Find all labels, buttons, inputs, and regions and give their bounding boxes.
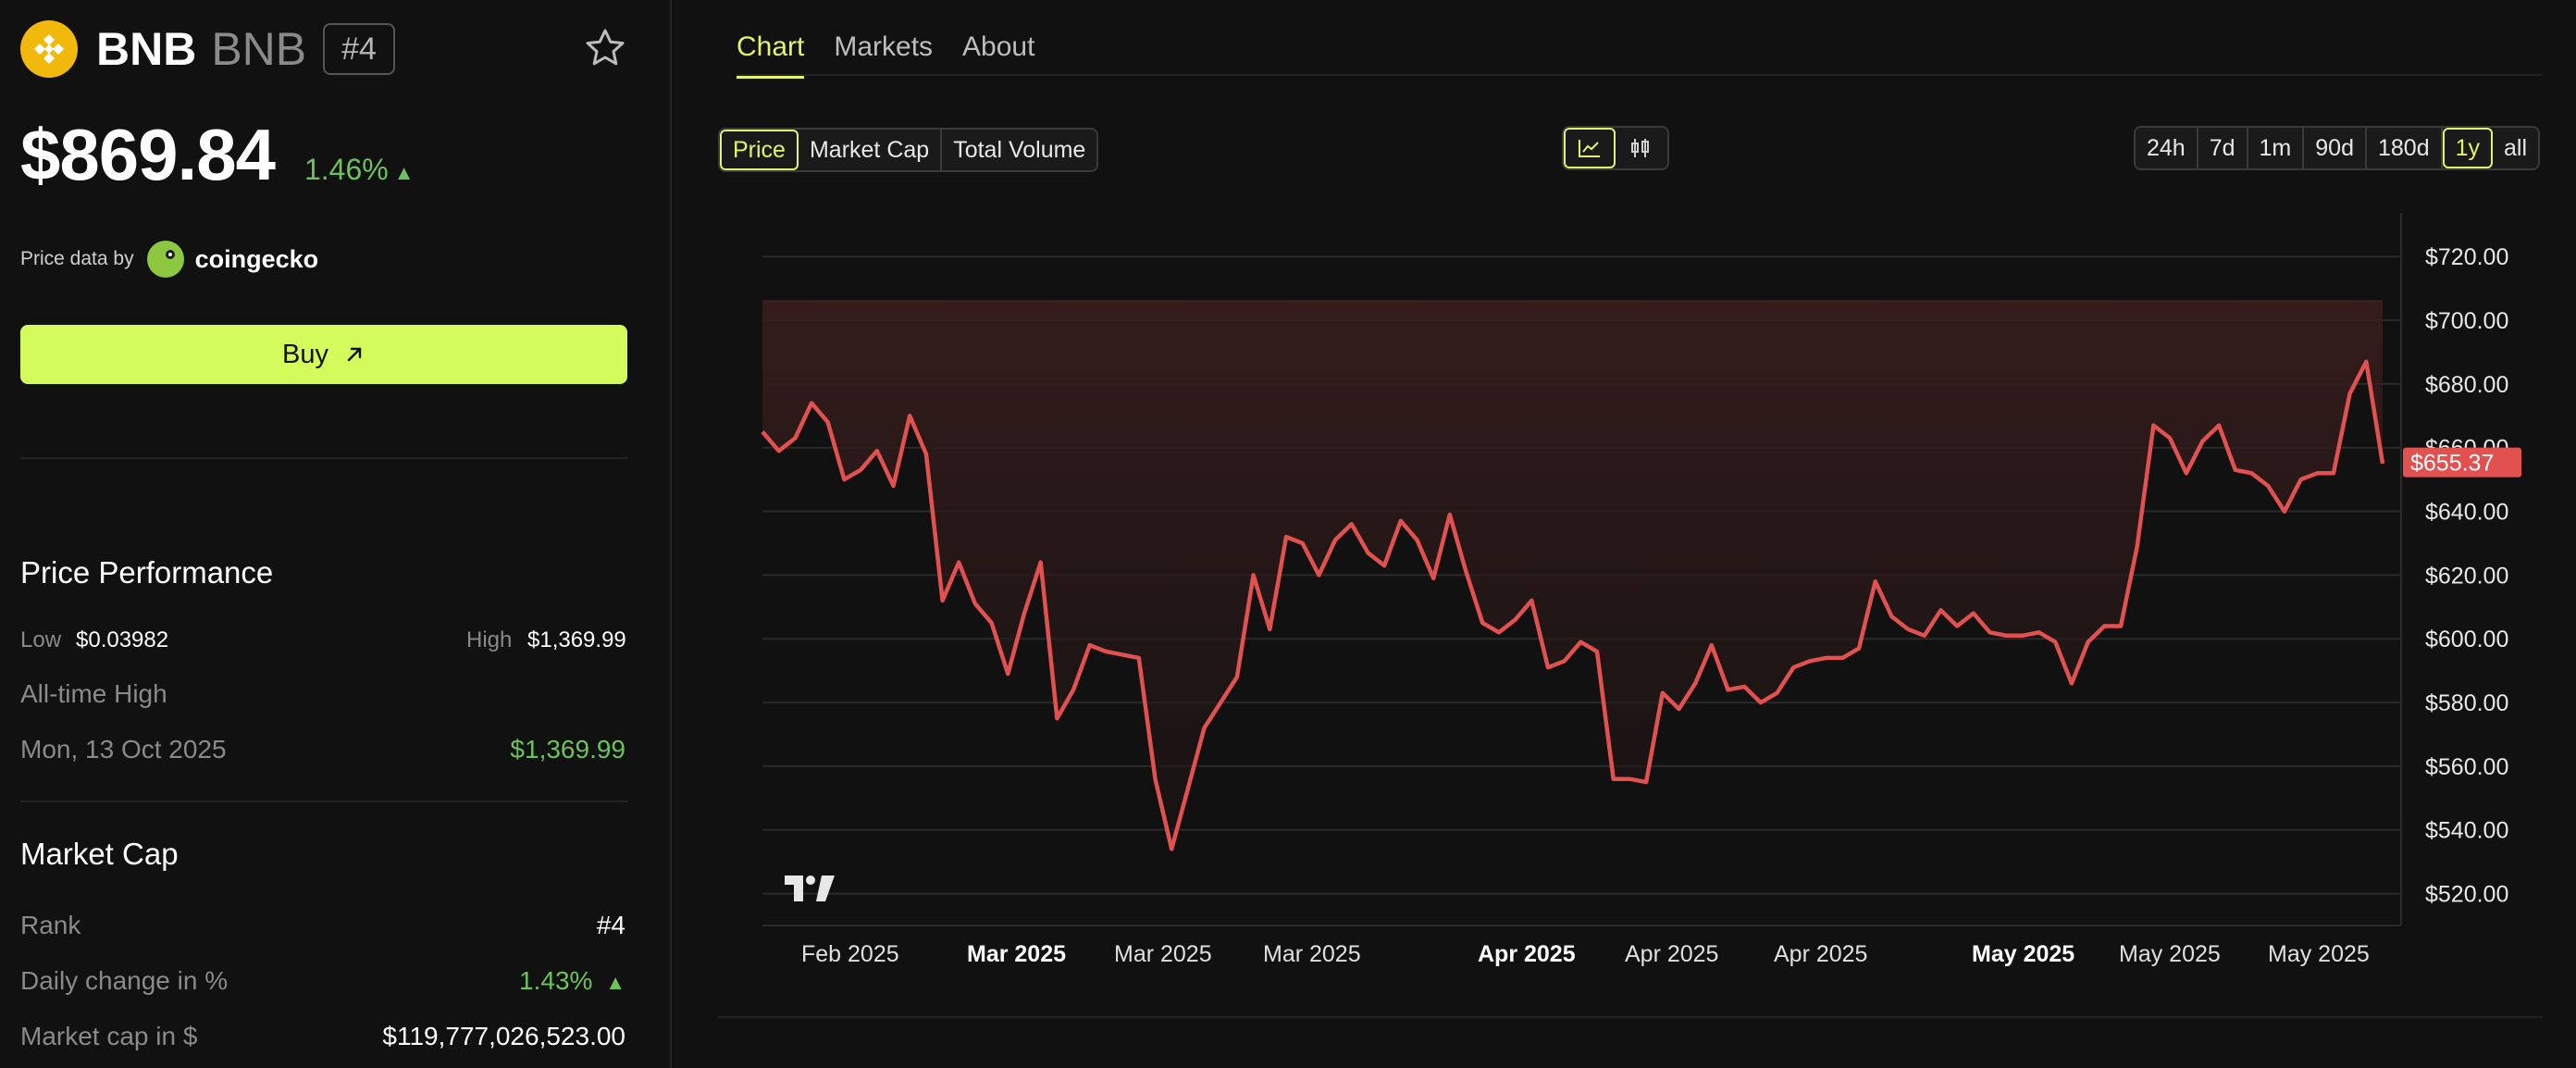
x-tick-label: Mar 2025 — [967, 941, 1066, 967]
price-performance-title: Price Performance — [20, 555, 274, 590]
price-source-provider[interactable]: coingecko — [194, 244, 319, 273]
y-tick-label: $700.00 — [2425, 308, 2508, 334]
range-all-button[interactable]: all — [2493, 128, 2539, 168]
y-tick-label: $720.00 — [2425, 244, 2508, 270]
range-180d-button[interactable]: 180d — [2366, 128, 2443, 168]
y-tick-label: $640.00 — [2425, 500, 2508, 526]
bnb-logo-icon — [20, 20, 78, 78]
divider — [20, 801, 627, 802]
tab-chart[interactable]: Chart — [737, 31, 805, 79]
buy-button-label: Buy — [282, 339, 328, 369]
coin-header: BNB BNB #4 — [20, 20, 395, 78]
range-24h-button[interactable]: 24h — [2136, 128, 2198, 168]
range-1m-button[interactable]: 1m — [2248, 128, 2305, 168]
y-tick-label: $600.00 — [2425, 627, 2508, 652]
time-range-selector: 24h 7d 1m 90d 180d 1y all — [2134, 126, 2541, 170]
market-cap-label: Market cap in $ — [20, 1022, 198, 1050]
star-icon[interactable] — [583, 26, 627, 70]
low-label: Low — [20, 627, 62, 652]
x-tick-label: May 2025 — [2119, 941, 2221, 967]
daily-change-label: Daily change in % — [20, 966, 229, 995]
daily-change-number: 1.43% — [519, 966, 593, 995]
x-tick-label: Mar 2025 — [1263, 941, 1361, 967]
price-change: 1.46% — [303, 153, 389, 186]
x-tick-label: Apr 2025 — [1774, 941, 1867, 967]
y-tick-label: $680.00 — [2425, 372, 2508, 398]
price-source-label: Price data by — [20, 248, 134, 269]
metric-total-volume-button[interactable]: Total Volume — [942, 130, 1097, 170]
up-arrow-icon: ▲ — [393, 161, 415, 184]
market-cap-value: $119,777,026,523.00 — [382, 1022, 625, 1050]
rank-badge: #4 — [323, 23, 395, 75]
y-tick-label: $540.00 — [2425, 818, 2508, 844]
up-arrow-icon: ▲ — [605, 971, 625, 994]
price-area-fill — [762, 301, 2383, 850]
current-price-tag — [2403, 447, 2521, 478]
chart-bottom-divider — [718, 1016, 2543, 1018]
divider — [20, 457, 627, 459]
buy-button[interactable]: Buy — [20, 325, 627, 384]
x-tick-label: Apr 2025 — [1478, 941, 1576, 967]
current-price: $869.84 — [20, 114, 276, 195]
current-price-label: $655.37 — [2410, 451, 2494, 477]
low-value: $0.03982 — [76, 627, 169, 652]
tab-markets[interactable]: Markets — [834, 31, 934, 62]
market-cap-title: Market Cap — [20, 837, 179, 871]
daily-change-value: 1.43% ▲ — [519, 966, 625, 996]
y-tick-label: $620.00 — [2425, 563, 2508, 589]
ath-label: All-time High — [20, 679, 167, 708]
line-chart-icon[interactable] — [1564, 128, 1616, 168]
rank-value: #4 — [596, 911, 625, 939]
y-tick-label: $560.00 — [2425, 754, 2508, 780]
x-tick-label: Mar 2025 — [1114, 941, 1212, 967]
x-tick-label: Feb 2025 — [801, 941, 899, 967]
price-source: Price data by coingecko — [20, 241, 318, 278]
y-tick-label: $520.00 — [2425, 882, 2508, 908]
high-label: High — [466, 627, 513, 652]
rank-label: Rank — [20, 911, 81, 939]
price-line-series — [761, 359, 2385, 851]
price-chart[interactable]: $720.00$700.00$680.00$660.00$640.00$620.… — [722, 213, 2563, 981]
high-value: $1,369.99 — [527, 627, 626, 652]
x-tick-label: Apr 2025 — [1625, 941, 1718, 967]
tradingview-logo-icon — [785, 876, 835, 901]
range-1y-button[interactable]: 1y — [2442, 128, 2494, 168]
x-tick-label: May 2025 — [1972, 941, 2074, 967]
metric-price-button[interactable]: Price — [720, 130, 799, 170]
coin-info-panel: BNB BNB #4 $869.84 1.46% ▲ Price data by… — [0, 0, 672, 1068]
tab-divider — [737, 74, 2543, 76]
metric-market-cap-button[interactable]: Market Cap — [798, 130, 943, 170]
tab-about[interactable]: About — [962, 31, 1035, 62]
coin-symbol: BNB — [211, 23, 307, 75]
coin-name: BNB — [96, 23, 197, 75]
price-row: $869.84 1.46% ▲ — [20, 113, 414, 197]
ath-value: $1,369.99 — [510, 735, 625, 764]
metric-selector: Price Market Cap Total Volume — [718, 128, 1099, 172]
x-tick-label: May 2025 — [2268, 941, 2370, 967]
candlestick-icon[interactable] — [1616, 128, 1667, 168]
ath-date: Mon, 13 Oct 2025 — [20, 735, 227, 764]
range-90d-button[interactable]: 90d — [2304, 128, 2367, 168]
arrow-up-right-icon — [347, 347, 362, 362]
chart-style-selector — [1562, 126, 1669, 170]
tab-bar: Chart Markets About — [737, 31, 1034, 79]
coingecko-logo-icon — [146, 241, 184, 278]
y-tick-label: $580.00 — [2425, 690, 2508, 716]
range-7d-button[interactable]: 7d — [2198, 128, 2248, 168]
